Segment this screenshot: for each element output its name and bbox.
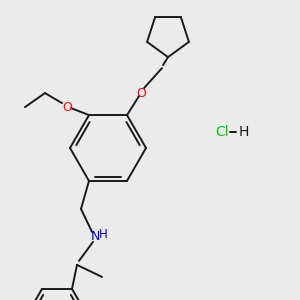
Text: H: H <box>99 228 108 242</box>
Text: N: N <box>90 230 100 243</box>
Text: O: O <box>136 87 146 100</box>
Text: Cl: Cl <box>215 125 229 139</box>
Text: O: O <box>62 100 72 114</box>
Text: H: H <box>239 125 249 139</box>
